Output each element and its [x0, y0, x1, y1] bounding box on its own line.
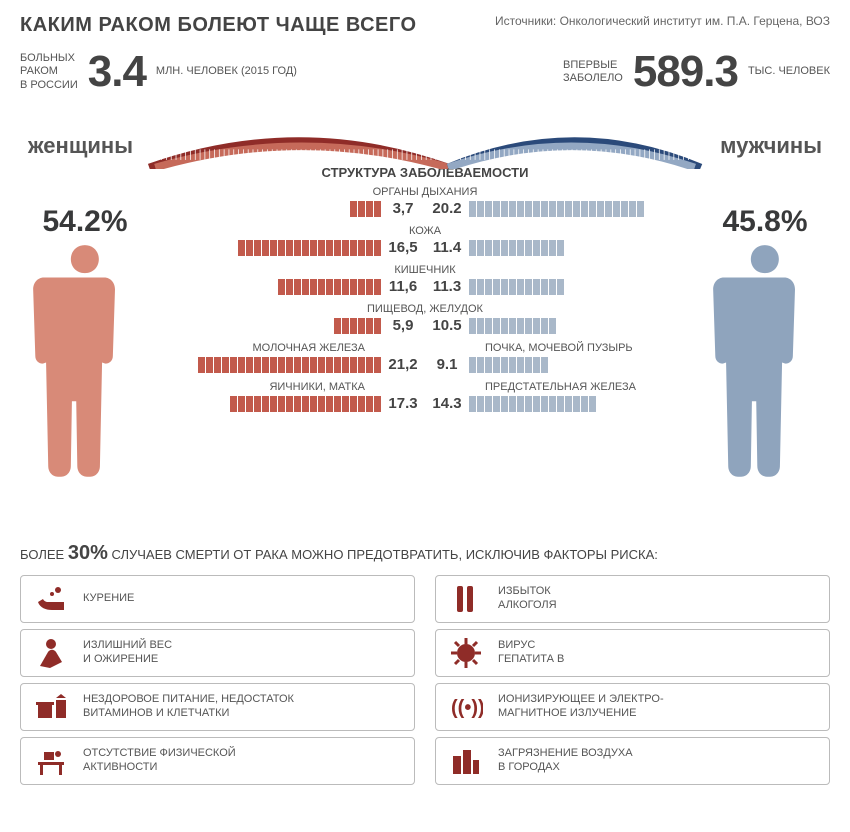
- cancer-row: ПИЩЕВОД, ЖЕЛУДОК 5,9 10.5: [158, 303, 692, 334]
- risk-item: ВИРУС ГЕПАТИТА В: [435, 629, 830, 677]
- val-male: 14.3: [425, 395, 469, 412]
- weight-icon: [31, 636, 71, 670]
- val-female: 21,2: [381, 356, 425, 373]
- val-male: 11.4: [425, 239, 469, 256]
- cancer-row: МОЛОЧНАЯ ЖЕЛЕЗАПОЧКА, МОЧЕВОЙ ПУЗЫРЬ 21,…: [158, 342, 692, 373]
- risk-text: ИЗЛИШНИЙ ВЕС И ОЖИРЕНИЕ: [83, 639, 172, 667]
- risk-item: ((•)) ИОНИЗИРУЮЩЕЕ И ЭЛЕКТРО- МАГНИТНОЕ …: [435, 683, 830, 731]
- risk-text: ВИРУС ГЕПАТИТА В: [498, 639, 564, 667]
- food-icon: [31, 690, 71, 724]
- stat-right-pre: ВПЕРВЫЕ ЗАБОЛЕЛО: [563, 59, 623, 85]
- cancer-row: ОРГАНЫ ДЫХАНИЯ 3,7 20.2: [158, 186, 692, 217]
- stat-right-big: 589.3: [633, 47, 738, 97]
- val-female: 16,5: [381, 239, 425, 256]
- side-men: 45.8%: [700, 165, 830, 528]
- bar-female: [278, 279, 381, 295]
- val-male: 9.1: [425, 356, 469, 373]
- radiation-icon: ((•)): [446, 690, 486, 724]
- cancer-row: ЯИЧНИКИ, МАТКАПРЕДСТАТЕЛЬНАЯ ЖЕЛЕЗА 17.3…: [158, 381, 692, 412]
- bar-male: [469, 201, 644, 217]
- risk-item: КУРЕНИЕ: [20, 575, 415, 623]
- side-women: 54.2%: [20, 165, 150, 528]
- footer-line: БОЛЕЕ 30% СЛУЧАЕВ СМЕРТИ ОТ РАКА МОЖНО П…: [20, 542, 830, 565]
- cancer-row: КОЖА 16,5 11.4: [158, 225, 692, 256]
- risk-item: ИЗБЫТОК АЛКОГОЛЯ: [435, 575, 830, 623]
- label-women: женщины: [28, 133, 133, 159]
- val-male: 20.2: [425, 200, 469, 217]
- val-female: 3,7: [381, 200, 425, 217]
- risk-item: ИЗЛИШНИЙ ВЕС И ОЖИРЕНИЕ: [20, 629, 415, 677]
- bar-female: [334, 318, 381, 334]
- risk-text: ИЗБЫТОК АЛКОГОЛЯ: [498, 585, 557, 613]
- bar-male: [469, 240, 564, 256]
- page-title: КАКИМ РАКОМ БОЛЕЮТ ЧАЩЕ ВСЕГО: [20, 14, 417, 37]
- virus-icon: [446, 636, 486, 670]
- bar-female: [350, 201, 381, 217]
- stats-row: БОЛЬНЫХ РАКОМ В РОССИИ 3.4 МЛН. ЧЕЛОВЕК …: [20, 47, 830, 97]
- stat-left-suf: МЛН. ЧЕЛОВЕК (2015 ГОД): [156, 65, 297, 78]
- source-text: Источники: Онкологический институт им. П…: [495, 14, 830, 28]
- val-female: 11,6: [381, 278, 425, 295]
- bar-male: [469, 279, 564, 295]
- risk-text: КУРЕНИЕ: [83, 592, 134, 606]
- risk-text: ОТСУТСТВИЕ ФИЗИЧЕСКОЙ АКТИВНОСТИ: [83, 747, 236, 775]
- city-icon: [446, 744, 486, 778]
- val-female: 17.3: [381, 395, 425, 412]
- stat-left-big: 3.4: [88, 47, 146, 97]
- risk-item: ЗАГРЯЗНЕНИЕ ВОЗДУХА В ГОРОДАХ: [435, 737, 830, 785]
- risk-text: ИОНИЗИРУЮЩЕЕ И ЭЛЕКТРО- МАГНИТНОЕ ИЗЛУЧЕ…: [498, 693, 664, 721]
- val-female: 5,9: [381, 317, 425, 334]
- stat-left-pre: БОЛЬНЫХ РАКОМ В РОССИИ: [20, 52, 78, 92]
- bar-female: [198, 357, 381, 373]
- svg-text:((•)): ((•)): [451, 697, 483, 719]
- val-male: 11.3: [425, 278, 469, 295]
- desk-icon: [31, 744, 71, 778]
- bar-male: [469, 318, 556, 334]
- stat-right-suf: ТЫС. ЧЕЛОВЕК: [748, 65, 830, 78]
- bottles-icon: [446, 582, 486, 616]
- bar-male: [469, 396, 596, 412]
- cancer-row: КИШЕЧНИК 11,6 11.3: [158, 264, 692, 295]
- risk-text: НЕЗДОРОВОЕ ПИТАНИЕ, НЕДОСТАТОК ВИТАМИНОВ…: [83, 693, 294, 721]
- bar-male: [469, 357, 548, 373]
- risk-item: НЕЗДОРОВОЕ ПИТАНИЕ, НЕДОСТАТОК ВИТАМИНОВ…: [20, 683, 415, 731]
- bar-female: [230, 396, 381, 412]
- body-men-icon: [711, 243, 819, 523]
- body-women-icon: [31, 243, 139, 523]
- risk-text: ЗАГРЯЗНЕНИЕ ВОЗДУХА В ГОРОДАХ: [498, 747, 633, 775]
- pct-women: 54.2%: [20, 205, 150, 239]
- bar-female: [238, 240, 381, 256]
- val-male: 10.5: [425, 317, 469, 334]
- label-men: мужчины: [720, 133, 822, 159]
- pipe-icon: [31, 582, 71, 616]
- risk-item: ОТСУТСТВИЕ ФИЗИЧЕСКОЙ АКТИВНОСТИ: [20, 737, 415, 785]
- pct-men: 45.8%: [700, 205, 830, 239]
